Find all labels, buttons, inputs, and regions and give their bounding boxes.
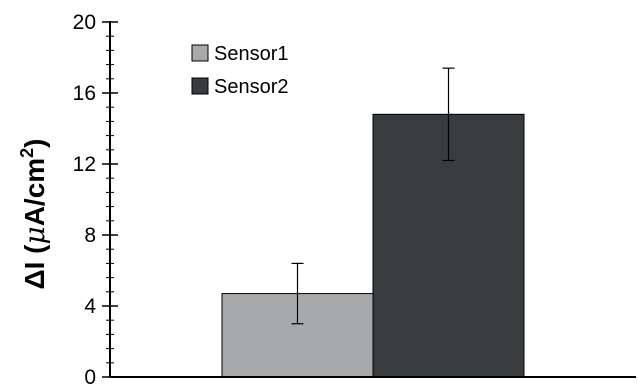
y-axis-label-mu: μ bbox=[18, 226, 51, 244]
legend-swatch bbox=[191, 77, 209, 95]
y-axis-label-prefix: ΔI ( bbox=[19, 244, 50, 290]
y-tick-label: 12 bbox=[73, 153, 96, 176]
bars-layer bbox=[221, 113, 525, 378]
error-bar-sensor1 bbox=[291, 262, 304, 325]
error-bars-layer bbox=[291, 67, 455, 325]
legend: Sensor1 Sensor2 bbox=[191, 43, 289, 98]
y-tick-label: 8 bbox=[84, 224, 96, 247]
y-axis-label-suffix: ) bbox=[19, 138, 50, 147]
y-axis-label-text: ΔI (μA/cm2) bbox=[17, 138, 51, 289]
legend-swatch bbox=[191, 44, 209, 62]
y-ticks-layer: 0 4 8 12 16 20 bbox=[73, 11, 118, 386]
axes-layer bbox=[109, 21, 636, 378]
y-tick-label: 16 bbox=[73, 82, 96, 105]
y-tick-label: 20 bbox=[73, 11, 96, 34]
legend-item-sensor1: Sensor1 bbox=[191, 43, 289, 65]
legend-item-sensor2: Sensor2 bbox=[191, 76, 289, 98]
y-tick-label: 0 bbox=[84, 366, 96, 386]
y-tick-label: 4 bbox=[84, 295, 96, 318]
y-axis-label-unit: A/cm bbox=[19, 158, 50, 226]
error-bar-sensor2 bbox=[442, 67, 455, 162]
y-axis-label-superscript: 2 bbox=[17, 148, 37, 158]
legend-label: Sensor1 bbox=[214, 43, 289, 65]
y-axis-label: ΔI (μA/cm2) bbox=[17, 138, 51, 289]
legend-label: Sensor2 bbox=[214, 76, 289, 98]
